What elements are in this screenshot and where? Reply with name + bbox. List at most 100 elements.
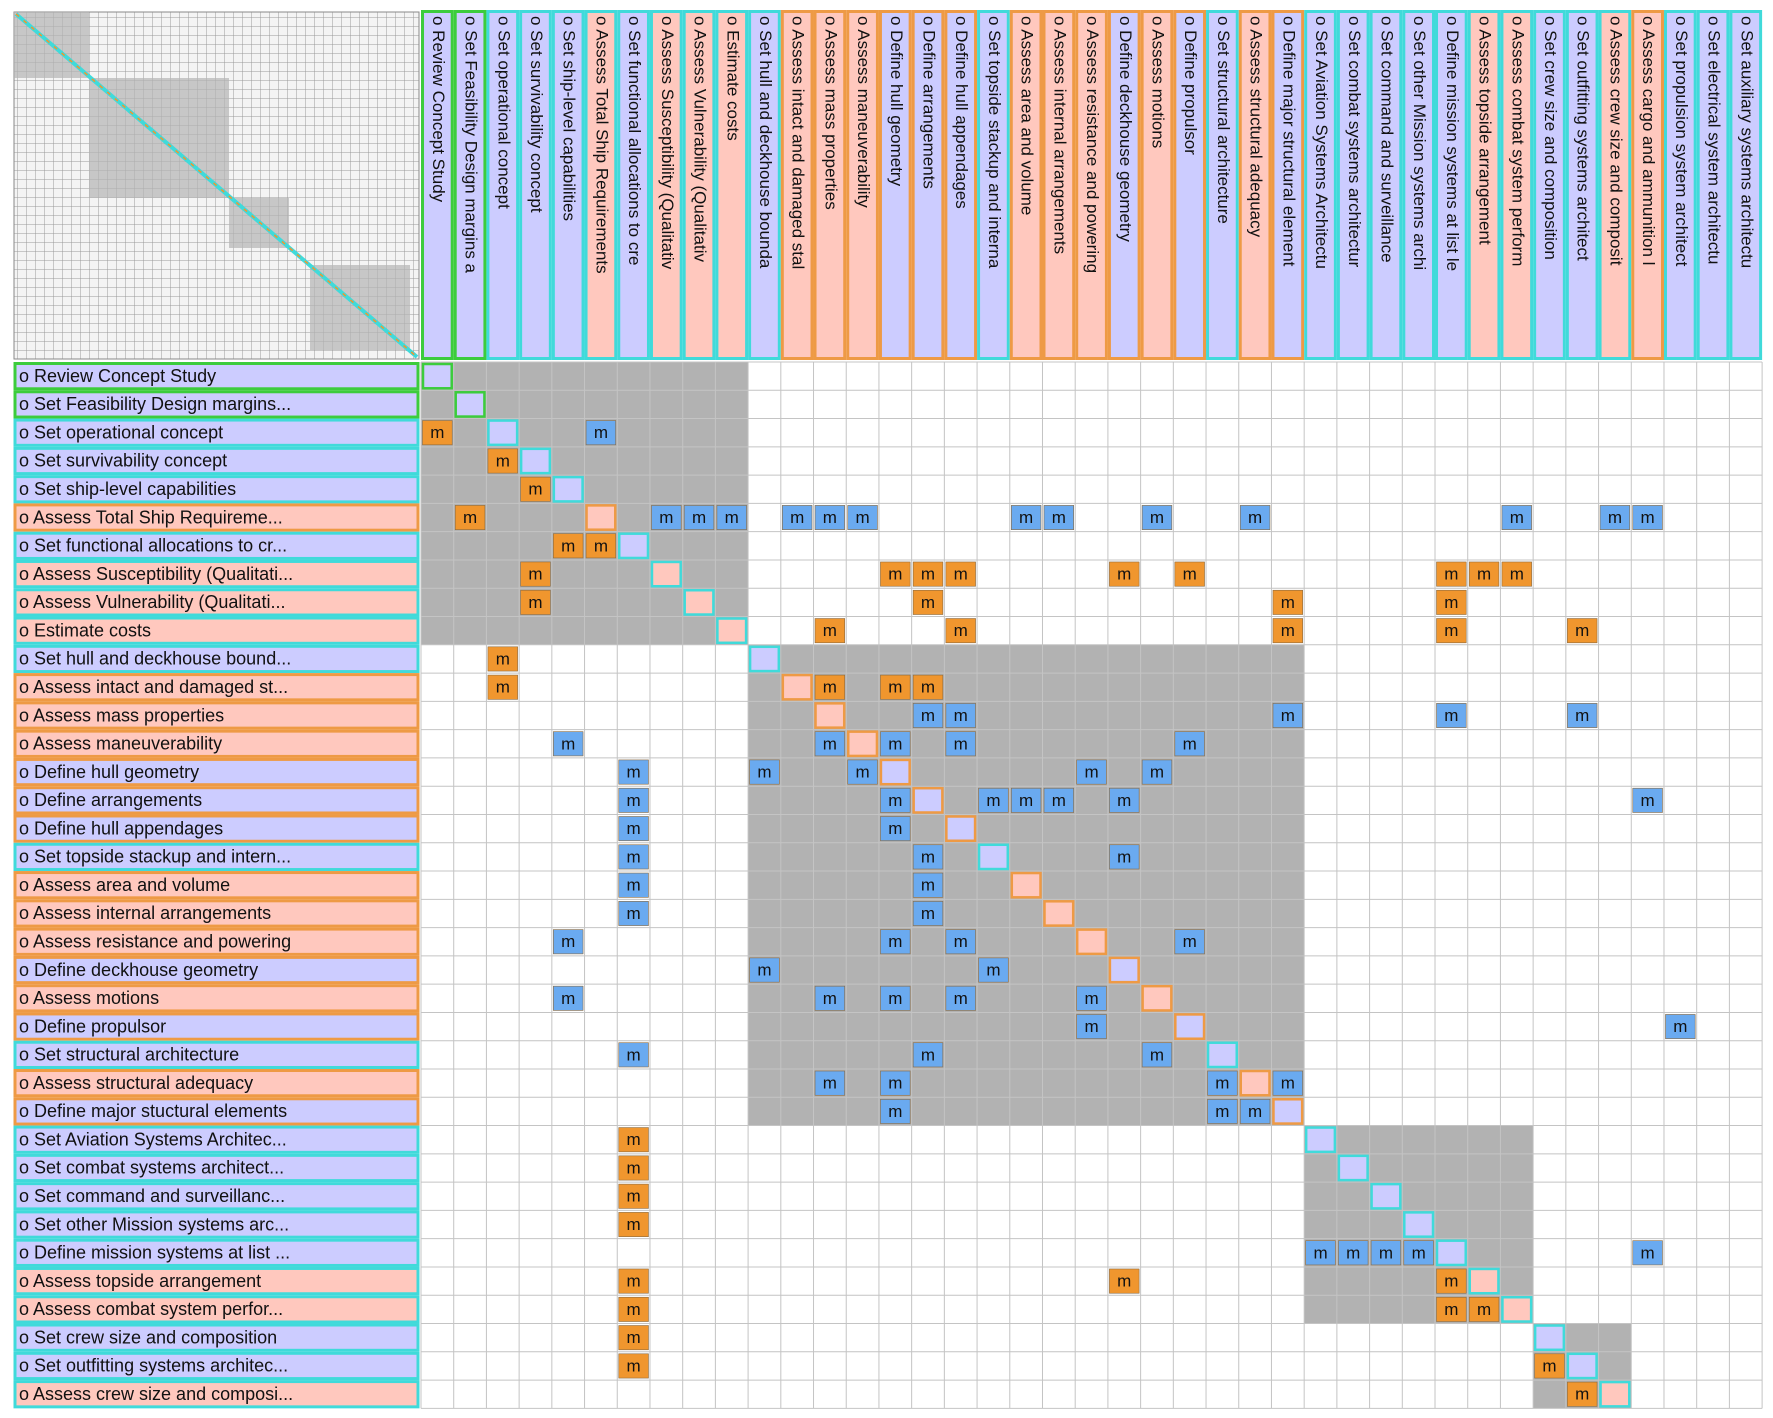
- diagonal-cell: [781, 673, 813, 701]
- dependency-mark-text: m: [1444, 593, 1458, 612]
- column-header-label: o Assess Susceptibility (Qualitativ: [658, 16, 677, 270]
- diagonal-cell: [716, 617, 748, 645]
- dependency-mark: [880, 561, 911, 587]
- dependency-mark: [1174, 561, 1205, 587]
- dependency-mark: [912, 703, 944, 728]
- column-header: [1173, 10, 1207, 360]
- dependency-mark: [1567, 1381, 1598, 1407]
- dependency-mark-text: m: [954, 565, 968, 584]
- dependency-mark-text: m: [921, 706, 935, 725]
- dependency-mark-text: m: [1281, 1074, 1295, 1093]
- dependency-mark: [618, 1325, 649, 1351]
- row-header-label: o Set hull and deckhouse bound...: [19, 649, 291, 669]
- dependency-mark-text: m: [1084, 763, 1098, 782]
- dependency-mark: [520, 561, 551, 587]
- dependency-mark: [912, 844, 944, 870]
- row-header: [13, 446, 420, 476]
- dependency-mark-text: m: [1444, 706, 1458, 725]
- dependency-mark-text: m: [561, 734, 575, 753]
- column-header: [1304, 10, 1337, 360]
- dependency-mark-text: m: [888, 932, 902, 951]
- dependency-mark: [1141, 1042, 1173, 1068]
- dependency-mark-text: m: [627, 1187, 641, 1206]
- row-header: [13, 927, 420, 956]
- dependency-mark-text: m: [627, 1272, 641, 1291]
- diagonal-cell: [650, 560, 682, 588]
- dependency-mark: [1436, 1268, 1467, 1294]
- column-header: [878, 10, 912, 360]
- dependency-mark: [618, 901, 649, 926]
- dependency-mark-text: m: [921, 593, 935, 612]
- dependency-mark-text: m: [1510, 565, 1524, 584]
- column-header: [1565, 10, 1599, 360]
- row-header-label: o Assess resistance and powering: [19, 931, 291, 951]
- dependency-mark-text: m: [1444, 565, 1458, 584]
- dependency-mark: [1272, 589, 1303, 615]
- column-header: [977, 10, 1010, 360]
- row-header-label: o Set operational concept: [19, 422, 223, 442]
- dependency-mark-text: m: [725, 508, 739, 527]
- dependency-mark: [1272, 1070, 1303, 1096]
- column-header: [1402, 10, 1436, 360]
- diagonal-cell: [1435, 1239, 1467, 1267]
- row-header-label: o Assess topside arrangement: [19, 1271, 261, 1291]
- dependency-mark: [1272, 703, 1303, 728]
- dependency-mark-text: m: [627, 1215, 641, 1234]
- dependency-mark-text: m: [627, 847, 641, 866]
- dependency-mark-text: m: [627, 791, 641, 810]
- dependency-mark-text: m: [1117, 847, 1131, 866]
- row-header-label: o Assess mass properties: [19, 705, 224, 725]
- dependency-mark: [1338, 1240, 1369, 1266]
- dependency-mark: [1436, 561, 1467, 587]
- dependency-mark: [1599, 505, 1631, 530]
- column-header-label: o Assess area and volume: [1018, 16, 1037, 215]
- dependency-mark: [847, 759, 878, 785]
- dependency-mark-text: m: [823, 1074, 837, 1093]
- dependency-mark-text: m: [986, 791, 1000, 810]
- column-header-label: o Assess motions: [1148, 16, 1167, 148]
- diagonal-cell: [487, 419, 519, 447]
- row-header-label: o Assess motions: [19, 988, 159, 1008]
- dependency-mark: [1239, 505, 1271, 530]
- column-header-label: o Assess intact and damaged stal: [789, 16, 808, 269]
- row-header: [13, 984, 420, 1013]
- dependency-mark: [945, 618, 976, 644]
- dependency-mark: [618, 872, 649, 898]
- row-header-label: o Set command and surveillanc...: [19, 1186, 285, 1206]
- column-header: [1533, 10, 1566, 360]
- dependency-mark-text: m: [528, 593, 542, 612]
- dependency-mark: [520, 589, 551, 615]
- dependency-mark: [553, 533, 584, 559]
- column-header: [1631, 10, 1664, 360]
- column-header-label: o Set functional allocations to cre: [625, 16, 644, 265]
- dependency-mark: [1468, 1296, 1500, 1322]
- diagonal-cell: [421, 362, 453, 390]
- dependency-mark: [487, 448, 518, 474]
- row-header: [13, 503, 420, 532]
- dependency-mark-text: m: [823, 989, 837, 1008]
- dependency-mark-text: m: [561, 536, 575, 555]
- column-header: [1271, 10, 1305, 360]
- row-header: [13, 1323, 420, 1352]
- column-header: [453, 10, 487, 360]
- dependency-mark-text: m: [1150, 1045, 1164, 1064]
- row-header-label: o Set Feasibility Design margins...: [19, 394, 291, 414]
- column-header-label: o Assess maneuverability: [854, 16, 873, 208]
- column-header: [1598, 10, 1632, 360]
- column-header: [911, 10, 945, 360]
- dependency-mark: [1010, 505, 1042, 530]
- dependency-mark-text: m: [1608, 508, 1622, 527]
- dependency-mark: [1403, 1240, 1434, 1266]
- overview-thumbnail: [13, 11, 420, 360]
- column-header: [1435, 10, 1468, 360]
- dependency-mark: [1207, 1098, 1238, 1124]
- dependency-mark-text: m: [627, 904, 641, 923]
- column-headers: o Review Concept Study o Set Feasibility …: [421, 10, 1763, 360]
- dependency-mark-text: m: [1248, 508, 1262, 527]
- dependency-mark-text: m: [1052, 791, 1066, 810]
- dependency-mark: [912, 872, 944, 898]
- column-header-label: o Set structural architecture: [1214, 16, 1233, 224]
- row-header: [13, 390, 420, 419]
- dependency-mark: [880, 1070, 911, 1096]
